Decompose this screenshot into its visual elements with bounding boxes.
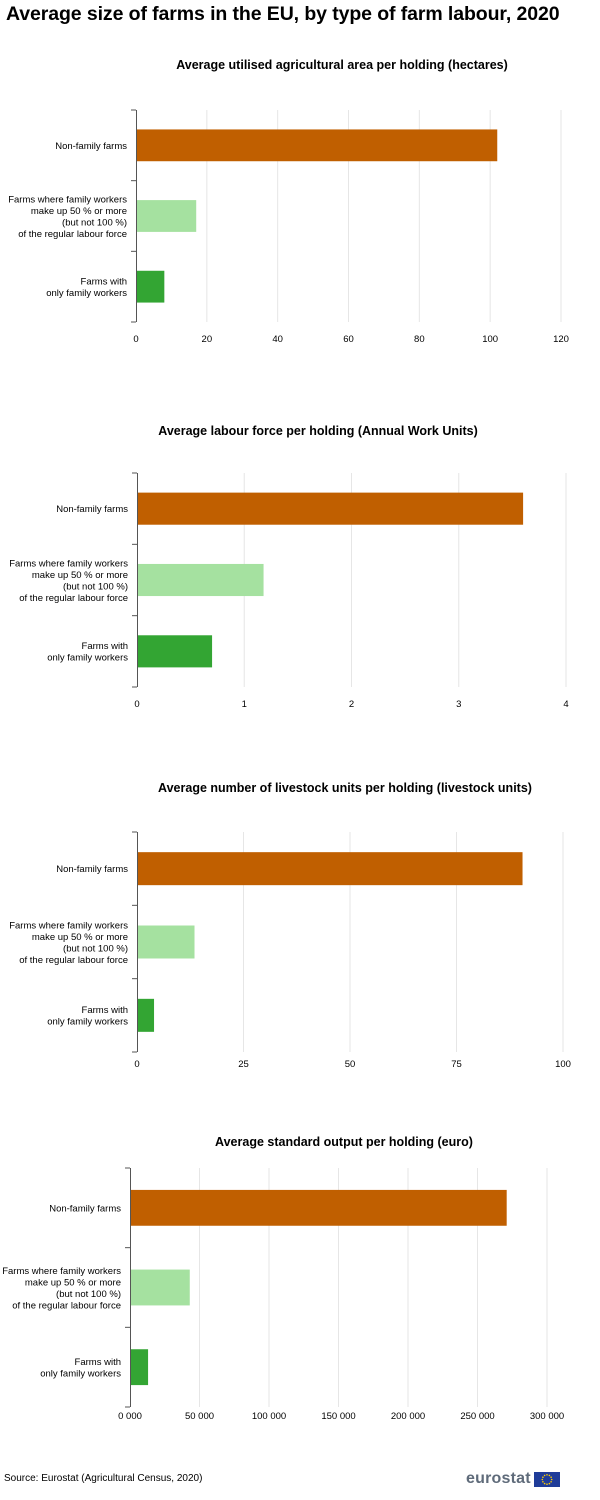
x-tick-label: 0 000 [118,1411,142,1422]
logo-text: eurostat [466,1470,531,1487]
bar-only-family-farms [137,998,155,1032]
x-tick-label: 250 000 [460,1411,494,1422]
x-tick-label: 0 [133,334,138,345]
chart-svg: Average standard output per holding (eur… [2,1135,564,1422]
chart-title: Average labour force per holding (Annual… [158,424,477,438]
chart-title: Average number of livestock units per ho… [158,781,532,795]
x-tick-label: 300 000 [530,1411,564,1422]
bar-only-family-farms [130,1349,149,1386]
source-note: Source: Eurostat (Agricultural Census, 2… [4,1473,203,1484]
x-tick-label: 100 [482,334,498,345]
chart-livestock-units: Average number of livestock units per ho… [0,773,600,1083]
bar-non-family-farms [130,1189,507,1226]
x-tick-label: 25 [238,1059,249,1070]
chart-svg: Average number of livestock units per ho… [9,781,571,1070]
x-tick-label: 50 000 [185,1411,214,1422]
category-label-non-family-farms: Non-family farms [55,141,127,152]
chart-utilised-area: Average utilised agricultural area per h… [0,50,600,360]
category-label-only-family-farms: Farms with only family workers [47,641,128,664]
chart-svg: Average labour force per holding (Annual… [9,424,568,710]
category-label-only-family-farms: Farms with only family workers [46,276,127,299]
chart-title: Average standard output per holding (eur… [215,1135,473,1149]
category-label-non-family-farms: Non-family farms [56,864,128,875]
x-tick-label: 75 [451,1059,462,1070]
x-tick-label: 1 [242,699,247,710]
bar-only-family-farms [136,270,165,303]
x-tick-label: 100 [555,1059,571,1070]
bar-partly-family-farms [137,925,195,959]
x-tick-label: 20 [202,334,213,345]
chart-svg: Average utilised agricultural area per h… [8,58,569,345]
category-label-partly-family-farms: Farms where family workers make up 50 % o… [8,194,127,240]
x-tick-label: 100 000 [252,1411,286,1422]
eurostat-logo: eurostat [466,1469,560,1489]
x-tick-label: 40 [272,334,283,345]
x-tick-label: 3 [456,699,461,710]
category-label-only-family-farms: Farms with only family workers [47,1005,128,1028]
bar-partly-family-farms [136,200,197,232]
x-tick-label: 120 [553,334,569,345]
eu-flag-icon [533,1471,560,1487]
category-label-partly-family-farms: Farms where family workers make up 50 % o… [2,1266,121,1312]
chart-labour-force: Average labour force per holding (Annual… [0,416,600,726]
x-tick-label: 2 [349,699,354,710]
bar-partly-family-farms [137,563,264,597]
x-tick-label: 50 [345,1059,356,1070]
bar-only-family-farms [137,635,213,668]
bar-non-family-farms [136,129,498,162]
category-label-non-family-farms: Non-family farms [56,504,128,515]
bar-non-family-farms [137,492,524,525]
category-label-only-family-farms: Farms with only family workers [40,1357,121,1380]
x-tick-label: 80 [414,334,425,345]
page-title: Average size of farms in the EU, by type… [6,3,560,25]
x-tick-label: 0 [134,699,139,710]
x-tick-label: 60 [343,334,354,345]
x-tick-label: 4 [563,699,568,710]
x-tick-label: 200 000 [391,1411,425,1422]
x-tick-label: 150 000 [321,1411,355,1422]
chart-standard-output: Average standard output per holding (eur… [0,1127,600,1437]
category-label-non-family-farms: Non-family farms [49,1203,121,1214]
bar-partly-family-farms [130,1269,190,1306]
category-label-partly-family-farms: Farms where family workers make up 50 % o… [9,558,128,604]
x-tick-label: 0 [134,1059,139,1070]
chart-title: Average utilised agricultural area per h… [176,58,508,72]
bar-non-family-farms [137,852,523,886]
category-label-partly-family-farms: Farms where family workers make up 50 % o… [9,920,128,966]
